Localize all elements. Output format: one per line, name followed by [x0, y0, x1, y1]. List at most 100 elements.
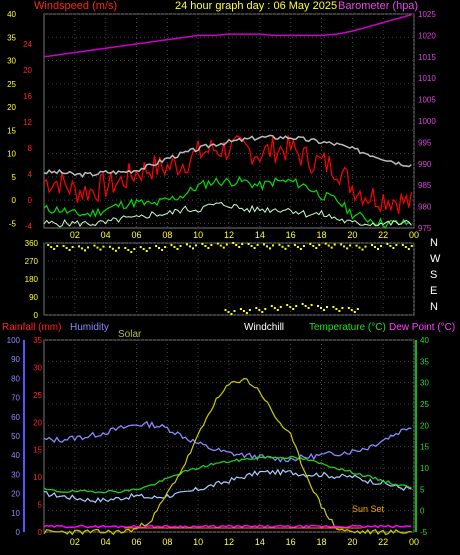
winddir-point — [264, 308, 267, 310]
humidity-line — [43, 420, 412, 463]
winddir-point — [65, 247, 68, 249]
temp-y-tick-label: 35 — [420, 357, 429, 366]
baro-y-tick-label: 990 — [418, 160, 432, 169]
compass-label: N — [430, 237, 438, 249]
wind-y-tick-label: 20 — [7, 103, 16, 112]
baro-y-tick-label: 985 — [418, 181, 432, 190]
winddir-point — [338, 310, 341, 312]
winddir-point — [96, 246, 99, 249]
humidity-label: Humidity — [70, 322, 109, 333]
winddir-point — [307, 307, 310, 309]
winddir-point — [87, 246, 89, 249]
dewpoint-line — [43, 468, 412, 504]
wind-x-tick-label: 00 — [409, 230, 419, 240]
winddir-point — [222, 246, 225, 249]
winddir-point — [364, 245, 367, 248]
temp-x-tick-label: 20 — [347, 537, 357, 547]
temp-x-tick-label: 10 — [193, 537, 203, 547]
winddir-point — [238, 246, 241, 248]
temp-x-tick-label: 22 — [378, 537, 388, 547]
winddir-point — [71, 246, 74, 248]
winddir-point — [317, 305, 319, 307]
winddir-point — [270, 305, 273, 307]
winddir-point — [114, 249, 117, 252]
humidity-y-tick-label: 30 — [11, 470, 20, 479]
compass-label: W — [430, 253, 441, 265]
baro-y-tick-label: 980 — [418, 203, 432, 212]
winddir-point — [256, 244, 259, 246]
winddir-point — [210, 244, 213, 246]
winddir-point — [327, 244, 330, 247]
winddir-point — [81, 247, 83, 250]
winddir-point — [401, 244, 404, 246]
winddir-point — [207, 247, 210, 249]
winddir-point — [392, 247, 395, 249]
humidity-y-tick-label: 60 — [11, 413, 20, 422]
rain-y-tick-label: 5 — [38, 501, 43, 510]
winddir-point — [349, 244, 352, 247]
winddir-point — [242, 310, 245, 312]
temp-x-tick-label: 16 — [286, 537, 296, 547]
winddir-point — [318, 244, 321, 246]
baro-y-tick-label: 1010 — [418, 74, 436, 83]
winddir-point — [358, 246, 361, 249]
winddir-point — [201, 243, 204, 245]
compass-label: N — [430, 301, 438, 313]
winddir-point — [232, 242, 235, 244]
temp-x-tick-label: 02 — [70, 537, 80, 547]
wind-y-tick-label: 0 — [12, 196, 17, 205]
winddir-point — [347, 307, 350, 309]
humidity-y-tick-label: 10 — [11, 509, 20, 518]
gust-y-tick-label: -4 — [25, 222, 33, 231]
winddir-point — [245, 312, 248, 314]
winddir-point — [310, 304, 313, 306]
winddir-point — [50, 246, 53, 248]
temp-y-tick-label: 20 — [420, 421, 429, 430]
wind-x-tick-label: 22 — [378, 230, 388, 240]
graph-title: 24 hour graph day : 06 May 2025 — [175, 0, 337, 12]
wind-y-tick-label: -5 — [9, 219, 17, 228]
wind-x-tick-label: 06 — [131, 230, 141, 240]
winddir-point — [315, 247, 318, 249]
winddir-point — [192, 247, 194, 250]
winddir-point — [78, 245, 80, 248]
winddir-point — [139, 246, 142, 248]
winddir-point — [47, 244, 50, 246]
temperature-line — [43, 455, 412, 494]
winddir-point — [233, 310, 236, 312]
wind-y-tick-label: 15 — [7, 126, 16, 135]
temp-x-tick-label: 04 — [101, 537, 111, 547]
winddir-point — [111, 247, 114, 250]
windspeed-title: Windspeed (m/s) — [34, 0, 117, 12]
gust-y-tick-label: 16 — [23, 92, 32, 101]
winddir-point — [287, 244, 290, 247]
winddir-point — [224, 309, 227, 311]
winddir-point — [293, 244, 296, 246]
gust-y-tick-label: 4 — [28, 170, 33, 179]
temp-y-tick-label: 15 — [420, 443, 429, 452]
winddir-point — [84, 249, 86, 252]
wind-x-tick-label: 10 — [193, 230, 203, 240]
winddir-point — [295, 305, 298, 307]
rain-y-tick-label: 30 — [33, 363, 42, 372]
winddir-point — [170, 244, 173, 246]
wind-x-tick-label: 12 — [224, 230, 234, 240]
winddir-point — [117, 246, 120, 249]
rainfall-label: Rainfall (mm) — [2, 322, 61, 333]
temp-x-tick-label: 18 — [316, 537, 326, 547]
dewpoint-label: Dew Point (°C) — [389, 322, 455, 333]
winddir-point — [323, 309, 325, 311]
winddir-point — [127, 249, 130, 251]
winddir-point — [195, 244, 197, 247]
wind-x-tick-label: 20 — [347, 230, 357, 240]
baro-y-tick-label: 1000 — [418, 117, 436, 126]
gust-y-tick-label: 8 — [28, 144, 33, 153]
winddir-point — [301, 303, 304, 305]
baro-y-tick-label: 1015 — [418, 53, 436, 62]
winddir-point — [330, 246, 333, 249]
winddir-point — [158, 247, 161, 249]
rain-y-tick-label: 35 — [33, 336, 42, 345]
winddir-point — [255, 307, 258, 309]
solar-line — [43, 377, 412, 536]
